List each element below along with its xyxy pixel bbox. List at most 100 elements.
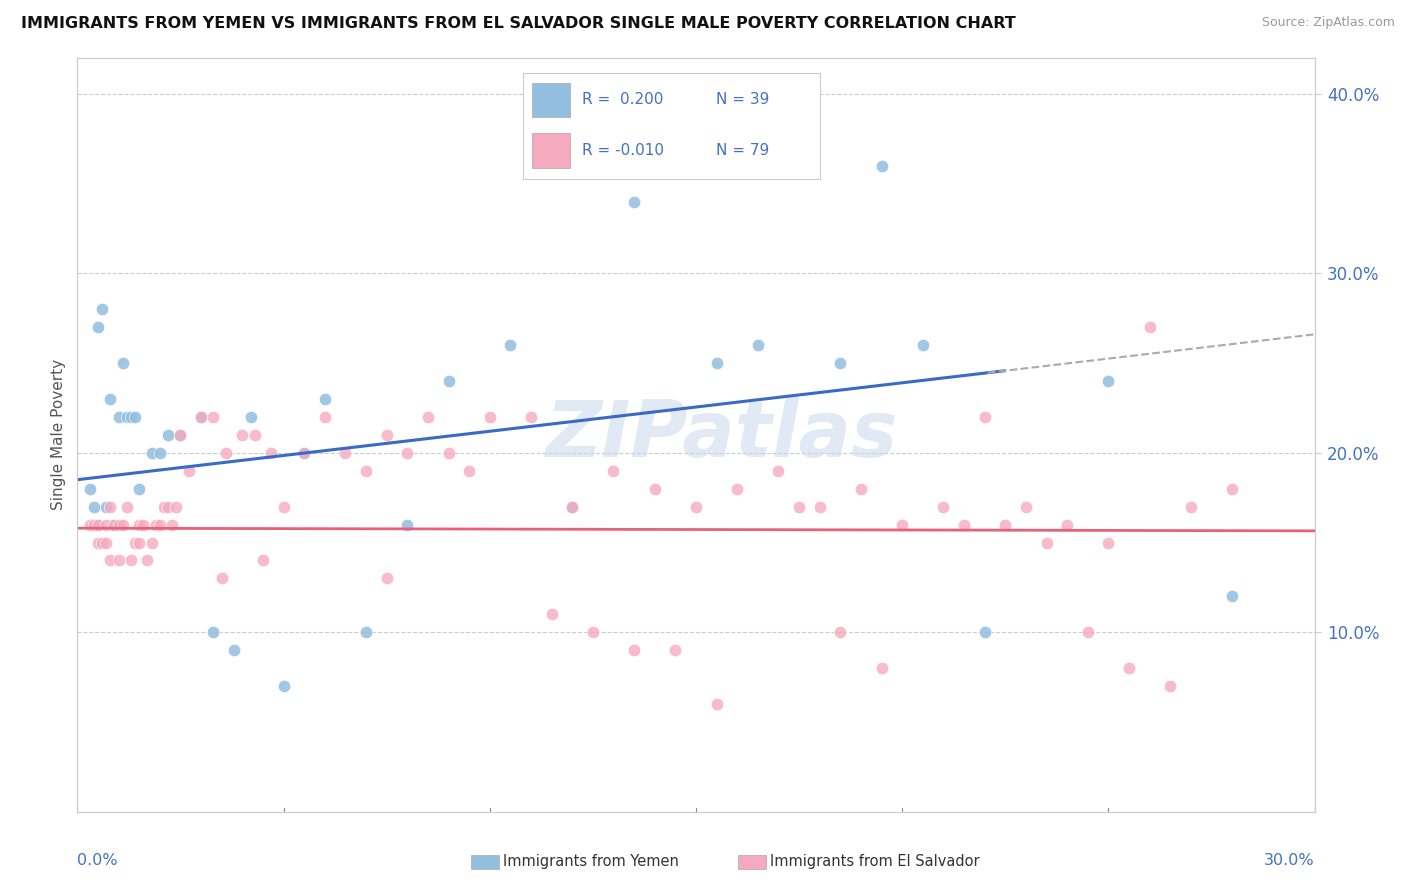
Point (149, 446, 172, 460)
Point (540, 607, 562, 622)
Point (157, 500, 180, 514)
Point (1056, 517, 1078, 532)
Point (87, 535, 110, 549)
Point (335, 446, 357, 460)
Point (706, 697, 728, 711)
Point (644, 482, 666, 496)
Point (120, 553, 142, 567)
Text: 30.0%: 30.0% (1264, 853, 1315, 868)
Point (830, 356, 852, 370)
Point (520, 409, 543, 424)
Point (222, 643, 245, 657)
Text: Immigrants from Yemen: Immigrants from Yemen (503, 855, 679, 869)
Point (252, 553, 274, 567)
Point (1035, 535, 1057, 549)
Point (396, 517, 419, 532)
Point (169, 427, 191, 442)
Point (849, 482, 872, 496)
Point (458, 464, 481, 478)
Point (932, 500, 955, 514)
Point (91, 535, 114, 549)
Point (169, 427, 191, 442)
Point (499, 338, 522, 352)
Point (623, 194, 645, 209)
Point (87, 517, 110, 532)
Point (623, 643, 645, 657)
Point (602, 464, 624, 478)
Point (132, 517, 155, 532)
Point (83, 517, 105, 532)
Point (141, 446, 163, 460)
Point (96, 500, 118, 514)
Point (231, 427, 253, 442)
Point (128, 482, 150, 496)
Point (1139, 320, 1161, 334)
Point (149, 517, 172, 532)
Point (685, 500, 707, 514)
Point (111, 517, 134, 532)
Point (1220, 590, 1243, 604)
Point (664, 643, 686, 657)
Point (314, 392, 336, 406)
Point (202, 409, 225, 424)
Point (107, 517, 129, 532)
Point (478, 409, 501, 424)
Point (141, 535, 163, 549)
Point (124, 409, 146, 424)
Point (870, 159, 893, 173)
Point (1118, 661, 1140, 675)
Point (273, 679, 295, 693)
Point (96, 517, 118, 532)
Point (211, 571, 233, 585)
Point (725, 482, 748, 496)
Point (706, 356, 728, 370)
Point (177, 464, 200, 478)
Point (1180, 500, 1202, 514)
Point (292, 446, 315, 460)
Point (561, 500, 583, 514)
Point (79, 482, 101, 496)
Point (190, 409, 212, 424)
Text: IMMIGRANTS FROM YEMEN VS IMMIGRANTS FROM EL SALVADOR SINGLE MALE POVERTY CORRELA: IMMIGRANTS FROM YEMEN VS IMMIGRANTS FROM… (21, 16, 1017, 31)
Point (354, 625, 377, 640)
Point (561, 500, 583, 514)
Point (787, 500, 810, 514)
Point (120, 409, 142, 424)
Point (83, 500, 105, 514)
Point (136, 553, 159, 567)
Text: Immigrants from El Salvador: Immigrants from El Salvador (770, 855, 980, 869)
Point (1097, 374, 1119, 388)
Point (91, 302, 114, 317)
Text: Source: ZipAtlas.com: Source: ZipAtlas.com (1261, 16, 1395, 29)
Point (1077, 625, 1099, 640)
Point (808, 500, 831, 514)
Point (160, 517, 183, 532)
Point (292, 446, 315, 460)
Point (747, 338, 769, 352)
Point (128, 517, 150, 532)
Point (1015, 500, 1038, 514)
Point (153, 500, 176, 514)
Point (582, 625, 605, 640)
Point (103, 517, 125, 532)
Y-axis label: Single Male Poverty: Single Male Poverty (51, 359, 66, 510)
Point (768, 464, 790, 478)
Point (124, 535, 146, 549)
Point (215, 446, 238, 460)
Point (96, 535, 118, 549)
Point (103, 517, 125, 532)
Point (437, 446, 460, 460)
Point (98, 553, 121, 567)
Point (375, 427, 398, 442)
Point (202, 625, 225, 640)
Point (107, 409, 129, 424)
Point (98, 392, 121, 406)
Point (239, 409, 262, 424)
Point (953, 517, 976, 532)
Point (115, 500, 138, 514)
Point (973, 625, 995, 640)
Point (273, 500, 295, 514)
Point (79, 517, 101, 532)
Point (115, 409, 138, 424)
Point (165, 500, 187, 514)
